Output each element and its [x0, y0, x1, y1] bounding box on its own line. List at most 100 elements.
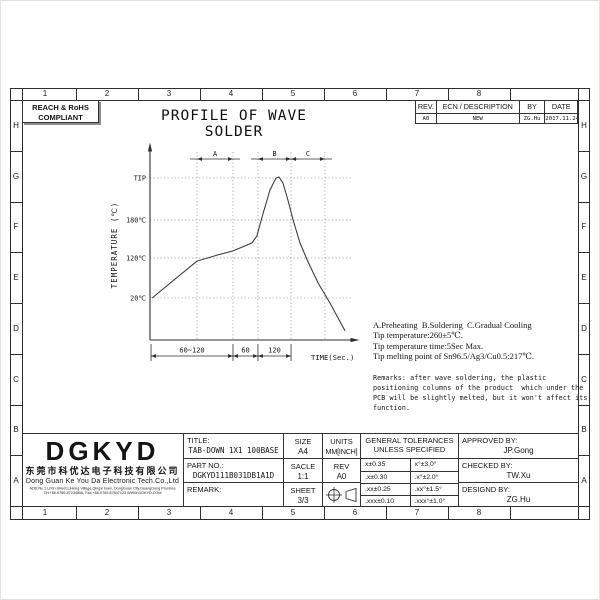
dim-arrow: [227, 354, 233, 358]
zone-col-tick: [262, 506, 263, 519]
zone-col-number: 1: [42, 508, 48, 517]
title-value: TAB-DOWN 1X1 100BASE: [188, 446, 279, 455]
zone-row-tick: [10, 303, 22, 304]
zone-row-tick: [10, 150, 22, 152]
approved-by-cell: APPROVED BY: JP.Gong: [458, 434, 578, 458]
zone-row-letter: H: [581, 120, 587, 130]
sheet-cell: SHEET 3/3: [283, 482, 322, 507]
company-name-en: Dong Guan Ke You Da Electronic Tech.Co.,…: [25, 478, 180, 485]
zone-row-letter: F: [581, 222, 587, 232]
zone-col-tick: [200, 88, 201, 100]
zone-row-letter: C: [581, 374, 587, 384]
note-line: Tip temperature:260±5℃.: [373, 330, 463, 341]
revision-table: REV. ECN / DESCRIPTION BY DATE A0 NEW ZG…: [415, 100, 578, 124]
zone-label: C: [306, 150, 310, 158]
zone-arrow: [227, 157, 233, 161]
zone-row-letter: G: [12, 171, 20, 181]
remark-line: function.: [373, 404, 411, 412]
y-tick-label: TIP: [134, 174, 146, 182]
zone-arrow: [319, 157, 325, 161]
part-no-cell: PART NO.: DGKYD111B031DB1A1D: [183, 458, 283, 482]
frame-line-bottom: [10, 506, 590, 507]
zone-col-tick: [386, 506, 387, 519]
zone-col-tick: [448, 506, 449, 519]
process-notes: A.Preheating B.Soldering C.Gradual Cooli…: [373, 320, 585, 362]
title-block: DGKYD 东莞市科优达电子科技有限公司 Dong Guan Ke You Da…: [22, 433, 578, 507]
checked-by-cell: CHECKED BY: TW.Xu: [458, 458, 578, 482]
y-axis-title: TEMPERATURE (℃): [110, 202, 119, 289]
note-line: A.Preheating B.Soldering C.Gradual Cooli…: [373, 320, 532, 330]
zone-col-number: 5: [290, 89, 296, 98]
remark-line: positioning columns of the product which…: [373, 384, 584, 392]
dim-arrow: [286, 354, 292, 358]
y-tick-label: 180℃: [126, 216, 146, 224]
size-cell: SIZE A4: [283, 434, 322, 458]
zone-row-tick: [10, 252, 22, 254]
size-label: SIZE: [294, 436, 312, 446]
reach-rohs-line2: COMPLIANT: [38, 113, 83, 122]
size-value: A4: [298, 446, 308, 456]
approved-by-label: APPROVED BY:: [462, 436, 518, 445]
tolerance-value: .xxx°±1.0°: [409, 495, 458, 507]
zone-col-number: 4: [228, 89, 234, 98]
dim-label: 60~120: [179, 347, 204, 355]
zone-col-tick: [138, 88, 139, 100]
zone-row-tick: [10, 201, 22, 203]
zone-col-tick: [76, 88, 77, 100]
zone-row-letter: F: [13, 222, 19, 232]
units-cell: UNITS MM[INCH]: [322, 434, 360, 458]
rev-value: A0: [336, 471, 347, 481]
tolerance-header-cell: GENERAL TOLERANCES UNLESS SPECIFIED: [360, 434, 458, 458]
units-label: UNITS: [330, 436, 353, 446]
checked-by-label: CHECKED BY:: [462, 461, 513, 470]
zone-col-number: 6: [352, 89, 358, 98]
outer-frame: [10, 88, 590, 520]
zone-row-tick: [578, 455, 590, 457]
rev-header-ecn: ECN / DESCRIPTION: [435, 101, 519, 113]
zone-row-letter: B: [581, 425, 587, 435]
tolerance-header-line2: UNLESS SPECIFIED: [373, 445, 446, 454]
zone-col-number: 6: [352, 508, 358, 517]
note-line: Tip melting point of Sn96.5/Ag3/Cu0.5:21…: [373, 351, 535, 362]
reach-rohs-line1: REACH & RoHS: [32, 103, 89, 112]
zone-row-tick: [10, 455, 22, 457]
sheet-value: 3/3: [297, 495, 309, 505]
remark-cell: REMARK:: [183, 482, 283, 507]
zone-arrow: [257, 157, 263, 161]
y-tick-label: 120℃: [126, 254, 146, 262]
dim-arrow: [232, 354, 238, 358]
zone-col-number: 8: [476, 508, 482, 517]
zone-row-letter: A: [13, 476, 19, 486]
y-tick-label: 20℃: [130, 294, 146, 302]
zone-row-tick: [578, 150, 590, 152]
rev-cell-date: 2017.11.24: [544, 113, 577, 123]
x-axis-arrow: [350, 337, 360, 343]
zone-row-letter: H: [13, 120, 19, 130]
tolerance-value: .xxx±0.10: [361, 495, 410, 507]
zone-row-tick: [578, 252, 590, 254]
tolerance-table: x±0.35 x°±3.0° .x±0.30 .x°±2.0° .xx±0.25…: [360, 458, 458, 507]
zone-col-tick: [324, 88, 325, 100]
dim-label: 60: [241, 347, 249, 355]
rev-cell-ecn: NEW: [435, 113, 519, 123]
remarks-note: Remarks: after wave soldering, the plast…: [373, 373, 595, 413]
drawing-title: PROFILE OF WAVE SOLDER: [161, 108, 307, 140]
zone-row-tick: [578, 303, 590, 304]
x-axis-title: TIME(Sec.): [311, 353, 354, 362]
rev-cell: REV A0: [322, 458, 360, 482]
part-no-label: PART NO.:: [187, 461, 224, 470]
rev-cell-rev: A0: [416, 113, 436, 123]
zone-row-tick: [10, 353, 22, 355]
wave-solder-profile-chart: TIP 180℃ 120℃ 20℃ A B C 60~120 60 120 TIME(Sec.) TE…: [110, 142, 360, 362]
zone-col-tick: [448, 88, 449, 100]
zone-col-tick: [200, 506, 201, 519]
rev-label: REV: [333, 461, 350, 471]
zone-col-number: 1: [42, 89, 48, 98]
company-address-block: ADD:No.1 LiXin Street,LiHeng Village,Qin…: [22, 487, 183, 495]
company-block: DGKYD 东莞市科优达电子科技有限公司 Dong Guan Ke You Da…: [22, 434, 183, 507]
company-name-cn: 东莞市科优达电子科技有限公司: [25, 466, 180, 476]
zone-col-number: 2: [104, 508, 110, 517]
tolerance-value: x±0.35: [365, 461, 386, 468]
designed-by-cell: DESIGND BY: ZG.Hu: [458, 482, 578, 507]
